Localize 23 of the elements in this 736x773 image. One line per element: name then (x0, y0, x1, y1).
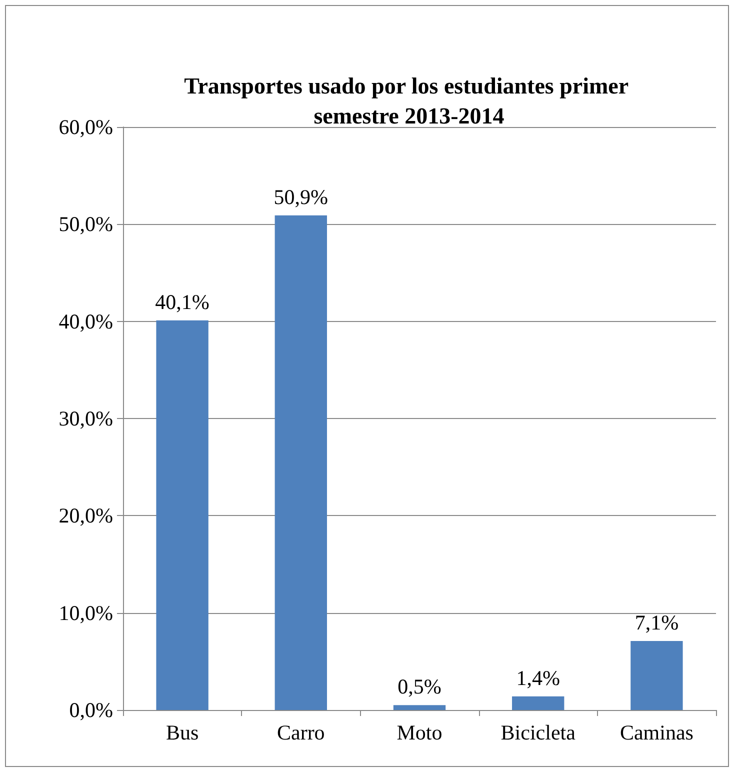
y-tick-label: 40,0% (58, 309, 113, 334)
chart-title: Transportes usado por los estudiantes primer semestre 2013-2014 (184, 74, 634, 128)
bar (156, 320, 208, 710)
y-tick-label: 10,0% (58, 600, 113, 625)
data-label: 40,1% (155, 290, 210, 314)
data-label: 1,4% (516, 666, 560, 690)
y-tick-label: 20,0% (58, 504, 113, 528)
bar (393, 705, 446, 710)
x-tick-label: Moto (396, 720, 442, 744)
bar (274, 215, 327, 710)
x-tick-label: Bicicleta (500, 720, 576, 744)
y-tick-label: 60,0% (58, 115, 113, 139)
data-label: 7,1% (634, 610, 679, 635)
y-tick-label: 50,0% (58, 212, 113, 236)
y-tick-label: 30,0% (58, 406, 113, 430)
y-tick-label: 0,0% (69, 698, 113, 722)
bar (512, 696, 564, 710)
x-tick-label: Caminas (620, 720, 694, 744)
data-label: 0,5% (398, 674, 442, 699)
data-label: 50,9% (274, 184, 328, 209)
bar (630, 641, 683, 710)
x-tick-label: Carro (276, 720, 325, 744)
x-tick-label: Bus (166, 720, 199, 744)
